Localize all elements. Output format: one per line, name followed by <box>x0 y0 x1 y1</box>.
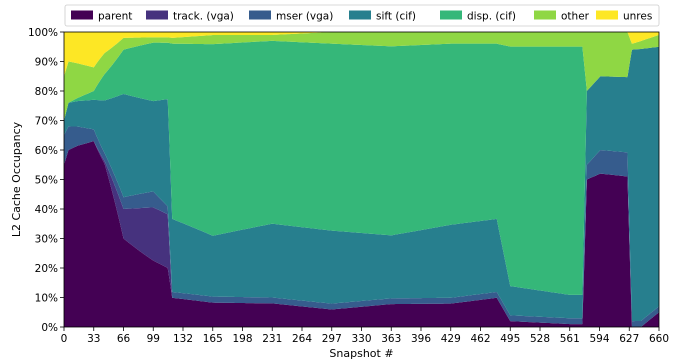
x-tick-label: 528 <box>530 333 550 345</box>
x-tick-label: 660 <box>649 333 669 345</box>
legend-label: mser (vga) <box>276 11 333 23</box>
x-tick-label: 396 <box>411 333 431 345</box>
x-tick-label: 132 <box>173 333 193 345</box>
plot-area <box>64 32 659 328</box>
x-tick-label: 165 <box>203 333 223 345</box>
y-tick-label: 20% <box>35 263 58 275</box>
x-tick-label: 330 <box>351 333 371 345</box>
x-tick-label: 231 <box>262 333 282 345</box>
legend-swatch <box>596 10 618 20</box>
series-area-0 <box>64 141 659 327</box>
x-axis-label: Snapshot # <box>329 347 393 360</box>
legend-swatch <box>146 10 168 20</box>
y-tick-label: 90% <box>35 56 58 68</box>
x-tick-label: 264 <box>292 333 312 345</box>
y-tick-label: 0% <box>41 322 58 334</box>
legend-swatch <box>440 10 462 20</box>
legend-swatch <box>534 10 556 20</box>
x-tick-label: 66 <box>117 333 131 345</box>
x-tick-label: 495 <box>500 333 520 345</box>
legend-label: other <box>561 11 590 23</box>
x-tick-label: 0 <box>61 333 68 345</box>
x-tick-label: 297 <box>322 333 342 345</box>
legend-label: track. (vga) <box>173 11 234 23</box>
legend-swatch <box>349 10 371 20</box>
y-tick-label: 40% <box>35 204 58 216</box>
legend-label: disp. (cif) <box>467 11 516 23</box>
x-tick-label: 429 <box>441 333 461 345</box>
y-tick-label: 50% <box>35 174 58 186</box>
legend-swatch <box>71 10 93 20</box>
series-area-5 <box>64 32 659 121</box>
y-tick-label: 70% <box>35 115 58 127</box>
x-tick-label: 594 <box>589 333 609 345</box>
series-area-4 <box>64 40 659 295</box>
x-tick-label: 561 <box>560 333 580 345</box>
series-area-3 <box>64 46 659 322</box>
x-tick-label: 627 <box>619 333 639 345</box>
y-axis: 0% 10% 20% 30% 40% 50% 60% 70% 80% 90% 100% <box>28 27 64 334</box>
legend: parent track. (vga) mser (vga) sift (cif) di… <box>64 4 660 27</box>
legend-swatch <box>249 10 271 20</box>
y-axis-label: L2 Cache Occupancy <box>10 121 23 237</box>
legend-label: unres <box>623 11 652 23</box>
legend-label: parent <box>98 11 132 23</box>
series-area-6 <box>64 32 659 77</box>
x-tick-label: 198 <box>232 333 252 345</box>
x-axis: 0 33 66 99 132 165 198 231 264 297 330 363 396 429 462… <box>61 327 669 345</box>
y-tick-label: 80% <box>35 86 58 98</box>
x-tick-label: 99 <box>147 333 160 345</box>
x-tick-label: 33 <box>87 333 100 345</box>
x-tick-label: 462 <box>470 333 490 345</box>
legend-label: sift (cif) <box>376 11 416 23</box>
x-tick-label: 363 <box>381 333 401 345</box>
y-tick-label: 60% <box>35 145 58 157</box>
y-tick-label: 30% <box>35 233 58 245</box>
y-tick-label: 10% <box>35 292 58 304</box>
y-tick-label: 100% <box>28 27 58 39</box>
